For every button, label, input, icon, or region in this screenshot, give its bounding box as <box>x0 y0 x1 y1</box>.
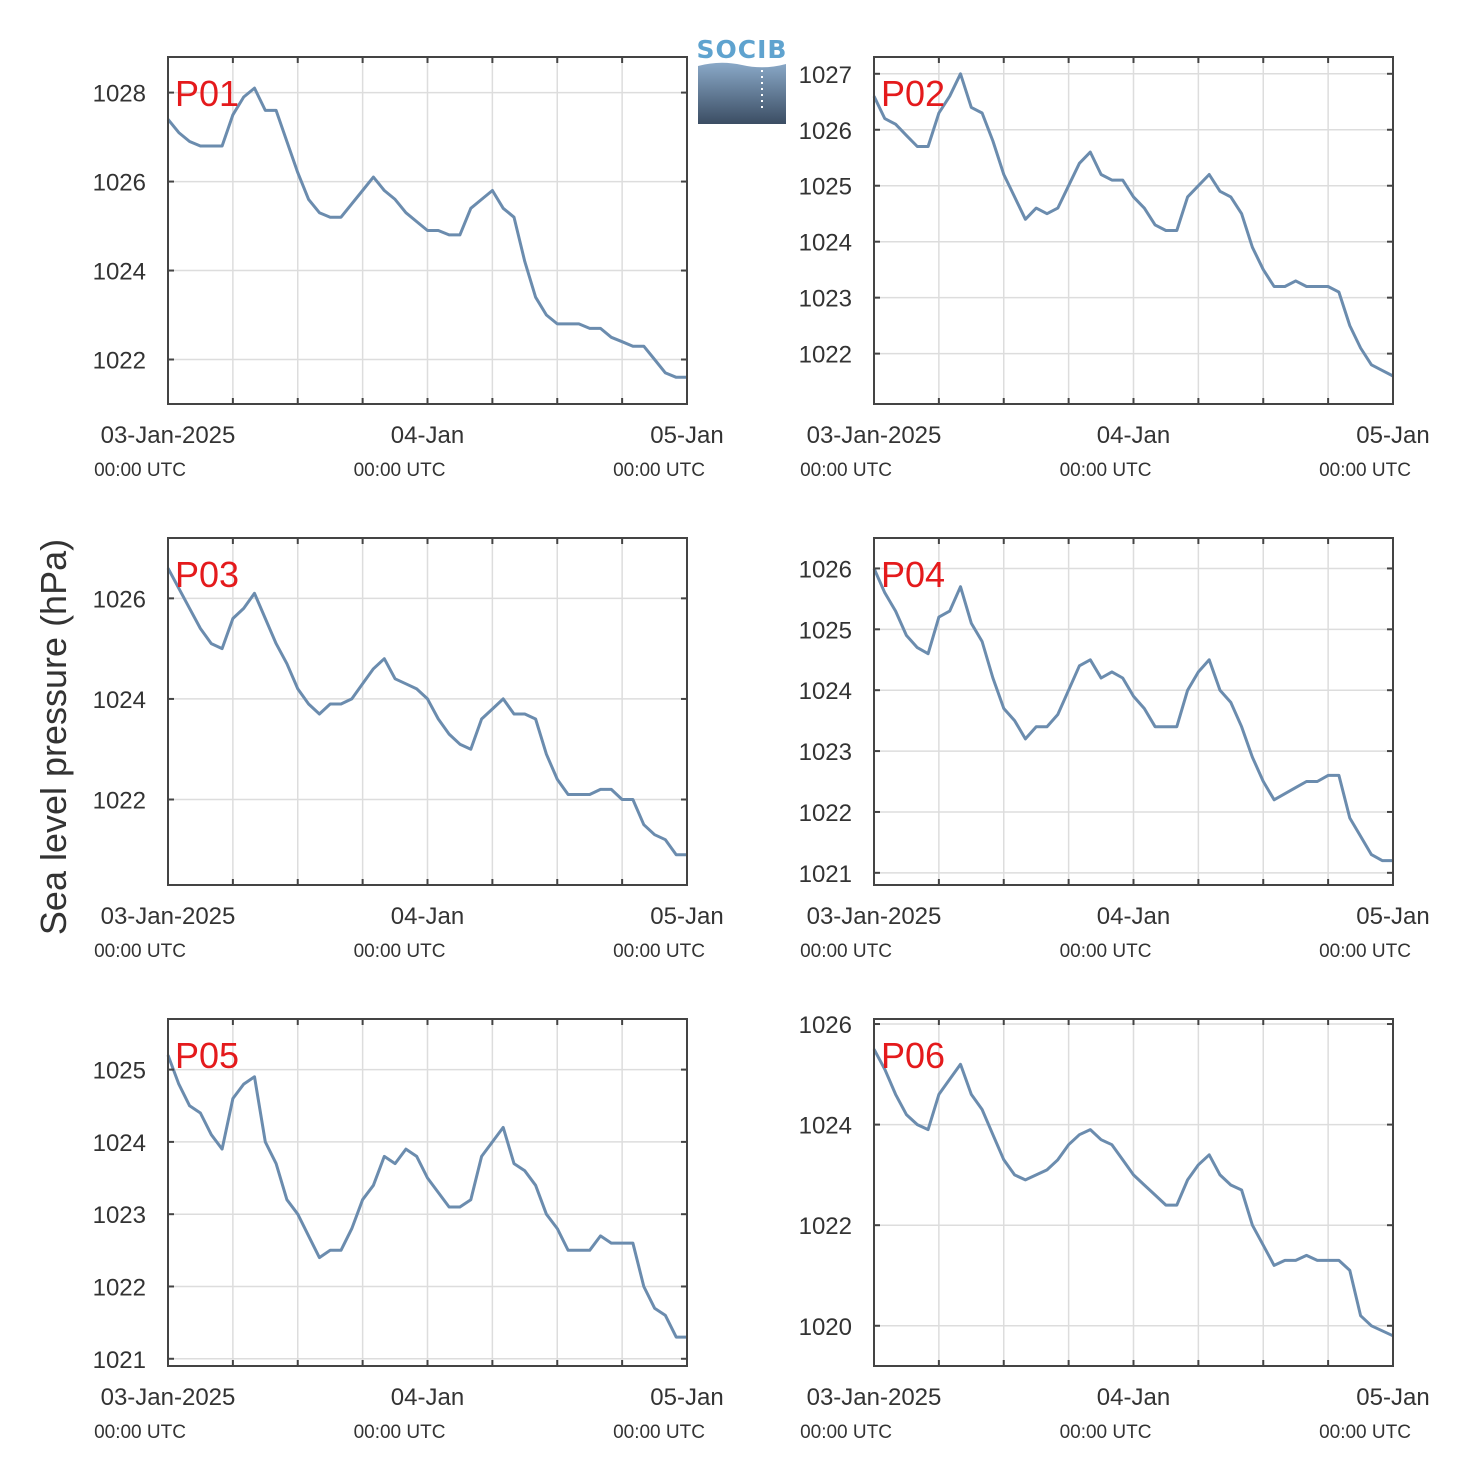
y-tick-label: 1023 <box>799 286 852 313</box>
y-tick-label: 1022 <box>799 1213 852 1240</box>
panel-label: P01 <box>175 73 239 114</box>
y-tick-label: 1026 <box>93 586 146 613</box>
x-tick-label: 04-Jan <box>391 1384 464 1411</box>
x-tick-label: 04-Jan <box>1097 903 1170 930</box>
x-tick-sublabel: 00:00 UTC <box>613 460 705 481</box>
y-tick-label: 1026 <box>799 118 852 145</box>
x-tick-sublabel: 00:00 UTC <box>1060 1422 1152 1443</box>
x-tick-sublabel: 00:00 UTC <box>1319 460 1411 481</box>
y-tick-label: 1022 <box>799 800 852 827</box>
panel-p01: 1022 1024 1026 1028 03-Jan-2025 00:00 UTC 04-J… <box>93 56 724 481</box>
socib-logo: SOCIB <box>697 35 788 124</box>
x-tick-sublabel: 00:00 UTC <box>354 1422 446 1443</box>
x-tick-label: 05-Jan <box>650 903 723 930</box>
y-tick-label: 1026 <box>799 556 852 583</box>
y-tick-label: 1026 <box>799 1012 852 1039</box>
y-tick-label: 1022 <box>799 342 852 369</box>
x-tick-sublabel: 00:00 UTC <box>94 941 186 962</box>
x-tick-label: 03-Jan-2025 <box>807 903 942 930</box>
x-tick-label: 04-Jan <box>391 903 464 930</box>
y-tick-label: 1024 <box>799 678 852 705</box>
x-tick-label: 03-Jan-2025 <box>807 422 942 449</box>
panel-label: P06 <box>881 1035 945 1076</box>
x-tick-sublabel: 00:00 UTC <box>1060 941 1152 962</box>
x-tick-label: 05-Jan <box>650 422 723 449</box>
panel-p04: 1021 1022 1023 1024 1025 1026 03-Jan-2025 00:00… <box>799 537 1430 962</box>
x-tick-label: 05-Jan <box>1356 422 1429 449</box>
x-tick-sublabel: 00:00 UTC <box>800 460 892 481</box>
y-tick-label: 1026 <box>93 170 146 197</box>
panel-label: P03 <box>175 554 239 595</box>
pressure-series-line <box>166 86 687 379</box>
logo-wordmark: SOCIB <box>697 35 788 64</box>
y-tick-label: 1024 <box>93 259 146 286</box>
y-tick-label: 1021 <box>799 861 852 888</box>
x-tick-sublabel: 00:00 UTC <box>1319 1422 1411 1443</box>
panel-p03: 1022 1024 1026 03-Jan-2025 00:00 UTC 04-Jan 00… <box>93 537 724 962</box>
y-tick-label: 1025 <box>93 1058 146 1085</box>
x-tick-sublabel: 00:00 UTC <box>1319 941 1411 962</box>
y-tick-label: 1027 <box>799 62 852 89</box>
panel-label: P02 <box>881 73 945 114</box>
x-tick-sublabel: 00:00 UTC <box>354 460 446 481</box>
y-axis-label: Sea level pressure (hPa) <box>33 539 74 935</box>
y-tick-label: 1025 <box>799 617 852 644</box>
x-tick-sublabel: 00:00 UTC <box>800 941 892 962</box>
y-tick-label: 1025 <box>799 174 852 201</box>
pressure-series-line <box>872 567 1393 863</box>
y-tick-label: 1024 <box>93 687 146 714</box>
x-tick-sublabel: 00:00 UTC <box>1060 460 1152 481</box>
x-tick-label: 05-Jan <box>1356 903 1429 930</box>
y-tick-label: 1023 <box>93 1202 146 1229</box>
x-tick-label: 05-Jan <box>1356 1384 1429 1411</box>
x-tick-label: 04-Jan <box>1097 422 1170 449</box>
pressure-series-line <box>872 72 1394 378</box>
x-tick-sublabel: 00:00 UTC <box>613 941 705 962</box>
panel-label: P05 <box>175 1035 239 1076</box>
x-tick-sublabel: 00:00 UTC <box>613 1422 705 1443</box>
x-tick-label: 05-Jan <box>650 1384 723 1411</box>
panel-p05: 1021 1022 1023 1024 1025 03-Jan-2025 00:00 UTC… <box>93 1018 724 1443</box>
y-tick-label: 1023 <box>799 739 852 766</box>
x-tick-label: 03-Jan-2025 <box>101 903 236 930</box>
x-tick-sublabel: 00:00 UTC <box>94 460 186 481</box>
panel-p06: 1020 1022 1024 1026 03-Jan-2025 00:00 UTC 04-J… <box>799 1012 1430 1443</box>
panel-p02: 1022 1023 1024 1025 1026 1027 03-Jan-2025 00:00… <box>799 56 1430 481</box>
x-tick-label: 03-Jan-2025 <box>807 1384 942 1411</box>
pressure-series-line <box>166 567 687 857</box>
y-tick-label: 1024 <box>799 1113 852 1140</box>
y-tick-label: 1020 <box>799 1314 852 1341</box>
y-tick-label: 1022 <box>93 348 146 375</box>
panel-label: P04 <box>881 554 945 595</box>
y-tick-label: 1022 <box>93 1274 146 1301</box>
pressure-series-line <box>166 1054 687 1339</box>
y-tick-label: 1028 <box>93 81 146 108</box>
y-tick-label: 1024 <box>93 1130 146 1157</box>
y-tick-label: 1024 <box>799 230 852 257</box>
x-tick-label: 03-Jan-2025 <box>101 1384 236 1411</box>
y-tick-label: 1021 <box>93 1347 146 1374</box>
x-tick-label: 03-Jan-2025 <box>101 422 236 449</box>
x-tick-sublabel: 00:00 UTC <box>354 941 446 962</box>
logo-wave-icon <box>698 62 786 124</box>
pressure-series-line <box>872 1048 1394 1338</box>
x-tick-label: 04-Jan <box>391 422 464 449</box>
x-tick-label: 04-Jan <box>1097 1384 1170 1411</box>
x-tick-sublabel: 00:00 UTC <box>94 1422 186 1443</box>
x-tick-sublabel: 00:00 UTC <box>800 1422 892 1443</box>
panels: 1022 1024 1026 1028 03-Jan-2025 00:00 UTC 04-J… <box>93 56 1430 1443</box>
y-tick-label: 1022 <box>93 788 146 815</box>
